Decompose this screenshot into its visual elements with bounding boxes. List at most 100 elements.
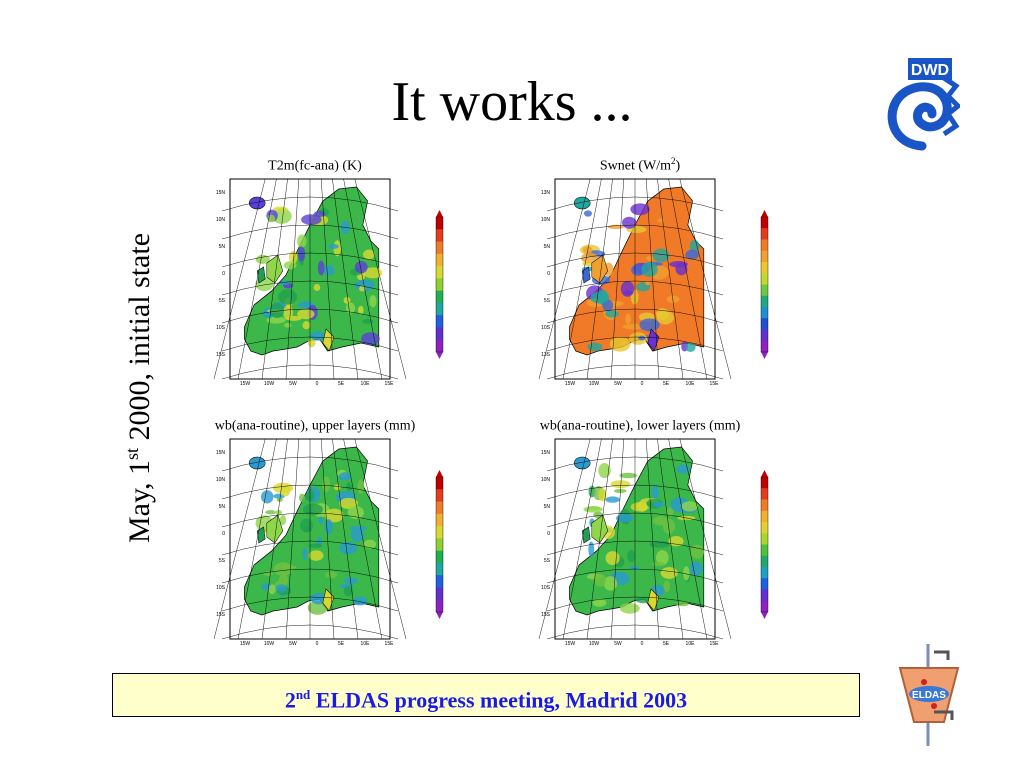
legend-swatch [436, 217, 443, 230]
lat-tick-label: 10N [541, 477, 551, 483]
lat-tick-label: 15N [541, 450, 551, 456]
legend-swatch [761, 284, 768, 297]
legend-swatch [761, 329, 768, 342]
lon-tick-label: 0 [316, 641, 319, 647]
legend-swatch [436, 315, 443, 328]
lat-tick-label: 5N [544, 244, 551, 250]
legend-swatch [761, 318, 768, 330]
legend-swatch [761, 510, 768, 523]
lon-tick-label: 15E [385, 641, 395, 647]
legend-swatch [436, 513, 443, 527]
legend-swatch [436, 550, 443, 564]
legend-swatch [436, 538, 443, 551]
legend-swatch [436, 253, 443, 267]
lon-tick-label: 5W [614, 381, 622, 387]
swnet-map-panel: Swnet (W/m2) 13N 10N 5N 0 5S 10S 13S 15W 10W 5W 0 5… [510, 152, 770, 387]
legend-swatch [436, 599, 443, 613]
legend-swatch [761, 295, 768, 308]
panel-title: wb(ana-routine), upper layers (mm) [214, 418, 416, 434]
legend-swatch [761, 488, 768, 500]
lat-tick-label: 10S [216, 585, 226, 591]
legend-swatch [761, 217, 768, 229]
legend-swatch [436, 241, 443, 255]
legend-swatch [436, 339, 443, 353]
legend-swatch [761, 273, 768, 285]
lat-tick-label: 15S [216, 612, 226, 618]
lat-tick-label: 15S [216, 352, 226, 358]
lon-tick-label: 10E [361, 381, 371, 387]
wb-upper-map: 15N10N5N05S10S15S15W10W5W05E10E15E21.510… [213, 438, 444, 647]
lon-tick-label: 15E [710, 381, 720, 387]
lat-tick-label: 13N [541, 190, 551, 196]
meeting-footer: 2nd ELDAS progress meeting, Madrid 2003 [112, 673, 860, 717]
legend-swatch [761, 499, 768, 512]
lat-tick-label: 13S [541, 352, 551, 358]
lon-tick-label: 5W [614, 641, 622, 647]
legend-swatch [436, 575, 443, 588]
panel-title: wb(ana-routine), lower layers (mm) [539, 418, 741, 434]
legend-swatch [761, 239, 768, 252]
swnet-map: 13N10N5N05S10S13S15W10W5W05E10E15E110010… [538, 178, 769, 387]
legend-swatch [761, 555, 768, 568]
panel-title: Swnet (W/m2) [599, 156, 681, 174]
legend-swatch [761, 589, 768, 602]
lat-tick-label: 10N [216, 477, 226, 483]
lon-tick-label: 5E [663, 641, 670, 647]
lon-tick-label: 10E [361, 641, 371, 647]
legend-swatch [436, 229, 443, 242]
lon-tick-label: 5W [289, 641, 297, 647]
lat-tick-label: 0 [547, 271, 550, 277]
legend-swatch [436, 266, 443, 279]
lat-tick-label: 5S [544, 298, 551, 304]
lon-tick-label: 5E [663, 381, 670, 387]
lon-tick-label: 5E [338, 641, 345, 647]
eldas-logo-text: ELDAS [912, 690, 946, 701]
lon-tick-label: 5E [338, 381, 345, 387]
initial-state-label: May, 1st 2000, initial state [122, 232, 156, 544]
lat-tick-label: 5N [219, 244, 226, 250]
lon-tick-label: 10W [589, 381, 600, 387]
legend-swatch [761, 262, 768, 274]
legend-swatch [761, 250, 768, 263]
lat-tick-label: 5N [219, 504, 226, 510]
lon-tick-label: 10W [264, 641, 275, 647]
legend-swatch [436, 327, 443, 341]
legend-swatch [761, 533, 768, 545]
lon-tick-label: 0 [641, 381, 644, 387]
legend-swatch [436, 477, 443, 490]
legend-swatch [761, 228, 768, 240]
lon-tick-label: 5W [289, 381, 297, 387]
lat-tick-label: 5N [544, 504, 551, 510]
wb-lower-map-panel: wb(ana-routine), lower layers (mm) 15N 10… [510, 412, 770, 647]
legend-swatch [761, 340, 768, 353]
lat-tick-label: 15S [541, 612, 551, 618]
legend-swatch [761, 544, 768, 557]
t2m-map-panel: T2m(fc-ana) (K) 15N 10N 5N 0 5S 10S 15S 15W 10W 5… [185, 152, 445, 387]
lon-tick-label: 0 [316, 381, 319, 387]
legend-swatch [436, 290, 443, 304]
legend-swatch [436, 278, 443, 291]
lon-tick-label: 15W [240, 381, 251, 387]
legend-swatch [761, 567, 768, 579]
legend-swatch [436, 489, 443, 502]
dwd-logo: DWD [887, 58, 960, 151]
slide-title: It works ... [391, 71, 633, 133]
lat-tick-label: 10S [216, 325, 226, 331]
wb-lower-map: 15N10N5N05S10S15S15W10W5W05E10E15E32.521… [538, 438, 769, 647]
eldas-logo: ELDAS [898, 644, 960, 746]
legend-swatch [761, 307, 768, 319]
lon-tick-label: 15E [710, 641, 720, 647]
lon-tick-label: 10W [589, 641, 600, 647]
lon-tick-label: 15W [565, 381, 576, 387]
lat-tick-label: 0 [222, 531, 225, 537]
lat-tick-label: 15N [216, 190, 226, 196]
lat-tick-label: 10S [541, 585, 551, 591]
lat-tick-label: 0 [547, 531, 550, 537]
lon-tick-label: 15W [240, 641, 251, 647]
lat-tick-label: 5S [219, 558, 226, 564]
panel-title: T2m(fc-ana) (K) [268, 158, 362, 174]
legend-swatch [436, 526, 443, 539]
wb-upper-map-panel: wb(ana-routine), upper layers (mm) 15N 10… [185, 412, 445, 647]
lon-tick-label: 10W [264, 381, 275, 387]
lat-tick-label: 5S [219, 298, 226, 304]
